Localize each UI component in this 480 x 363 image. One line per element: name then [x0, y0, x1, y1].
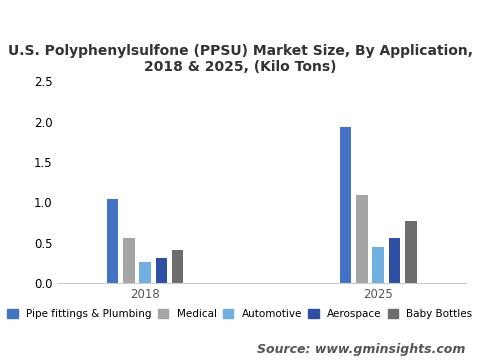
Bar [123, 238, 134, 283]
Bar [107, 199, 118, 283]
Legend: Pipe fittings & Plumbing, Medical, Automotive, Aerospace, Baby Bottles: Pipe fittings & Plumbing, Medical, Autom… [5, 307, 475, 322]
Bar [356, 195, 368, 283]
Bar [389, 238, 400, 283]
Bar [139, 262, 151, 283]
Bar [405, 221, 417, 283]
Bar [372, 247, 384, 283]
Bar [340, 127, 351, 283]
Text: U.S. Polyphenylsulfone (PPSU) Market Size, By Application,
2018 & 2025, (Kilo To: U.S. Polyphenylsulfone (PPSU) Market Siz… [8, 44, 472, 74]
Bar [172, 250, 183, 283]
Text: Source: www.gminsights.com: Source: www.gminsights.com [257, 343, 466, 356]
Bar [156, 258, 167, 283]
